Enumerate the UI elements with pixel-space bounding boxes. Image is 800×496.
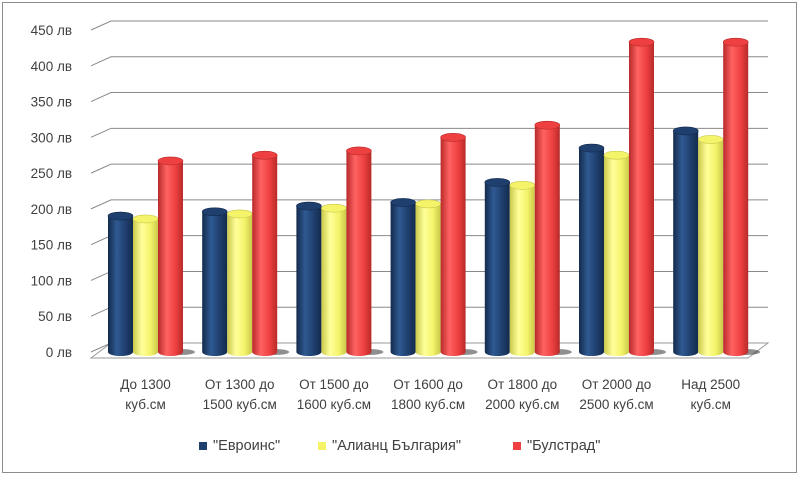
bar-0-3 <box>390 198 416 356</box>
bars <box>107 37 761 357</box>
x-tick-label: 1600 куб.см <box>297 397 371 412</box>
x-tick-label: Над 2500 <box>681 377 740 392</box>
gridline <box>90 56 768 67</box>
y-tick-label: 50 лв <box>38 309 72 324</box>
bar-0-2 <box>296 201 322 356</box>
legend-swatch-bulstrad <box>513 442 521 450</box>
bar-1-2 <box>321 203 347 356</box>
bar-1-1 <box>226 209 253 356</box>
x-tick-label: куб.см <box>690 397 730 412</box>
bar-1-5 <box>603 150 630 356</box>
bar-0-0 <box>107 211 134 356</box>
y-tick-label: 0 лв <box>46 345 72 360</box>
bar-2-1 <box>251 150 278 356</box>
legend-label: "Алианц България" <box>332 438 462 454</box>
legend-swatch-evroins <box>199 442 207 450</box>
x-tick-label: куб.см <box>125 397 165 412</box>
bar-0-4 <box>484 178 511 356</box>
bar-2-6 <box>722 37 749 357</box>
y-tick-label: 400 лв <box>31 59 72 74</box>
legend-item-evroins: "Евроинс" <box>199 438 280 454</box>
bar-2-5 <box>628 37 655 357</box>
legend-swatch-allianz <box>318 442 326 450</box>
bar-2-0 <box>157 156 184 356</box>
y-tick-label: 350 лв <box>31 95 72 110</box>
bar-1-6 <box>697 135 724 356</box>
bar-2-3 <box>440 133 466 356</box>
x-tick-label: От 1600 до <box>393 377 463 392</box>
x-tick-label: От 2000 до <box>582 377 652 392</box>
x-tick-label: 2000 куб.см <box>485 397 559 412</box>
y-tick-label: 300 лв <box>31 130 72 145</box>
y-tick-label: 100 лв <box>31 273 72 288</box>
y-tick-label: 250 лв <box>31 166 72 181</box>
y-tick-label: 450 лв <box>31 23 72 38</box>
gridline <box>90 127 768 138</box>
bar-0-6 <box>672 126 699 356</box>
legend-item-bulstrad: "Булстрад" <box>513 438 600 454</box>
legend-label: "Евроинс" <box>213 438 281 454</box>
y-tick-label: 200 лв <box>31 202 72 217</box>
x-tick-label: От 1500 до <box>299 377 369 392</box>
bar-1-0 <box>132 214 159 356</box>
x-tick-label: 1800 куб.см <box>391 397 465 412</box>
y-tick-label: 150 лв <box>31 238 72 253</box>
x-axis-labels: До 1300 куб.см От 1300 до 1500 куб.см От 150… <box>120 377 740 412</box>
bar-0-1 <box>201 207 228 356</box>
x-tick-label: 1500 куб.см <box>203 397 277 412</box>
legend-label: "Булстрад" <box>527 438 601 454</box>
x-tick-label: От 1300 до <box>205 377 275 392</box>
x-tick-label: От 1800 до <box>487 377 557 392</box>
bar-2-2 <box>346 146 372 356</box>
legend: "Евроинс" "Алианц България" "Булстрад" <box>0 438 800 458</box>
gridline <box>90 163 768 174</box>
bar-2-4 <box>534 120 561 357</box>
bar-1-4 <box>509 180 536 356</box>
gridline <box>90 92 768 103</box>
bar-1-3 <box>415 199 441 356</box>
y-axis-labels: 0 лв 50 лв 100 лв 150 лв 200 лв 250 лв 300 лв 3… <box>31 23 72 360</box>
x-tick-label: 2500 куб.см <box>579 397 653 412</box>
legend-item-allianz: "Алианц България" <box>318 438 461 454</box>
bar-0-5 <box>578 143 605 356</box>
x-tick-label: До 1300 <box>120 377 171 392</box>
gridline <box>90 20 768 31</box>
